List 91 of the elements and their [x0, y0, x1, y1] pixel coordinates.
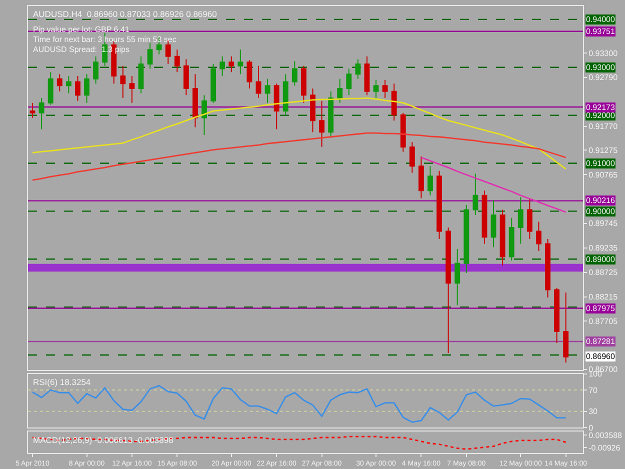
candlestick — [300, 65, 306, 104]
candlestick — [418, 156, 424, 199]
candlestick — [183, 58, 189, 96]
candlestick — [120, 65, 126, 99]
candlestick — [282, 74, 288, 116]
candlestick — [328, 90, 334, 138]
y-tick-label: 0.88215 — [588, 292, 618, 302]
chart-title: RSI(6) 18.3254 — [33, 377, 91, 387]
candlestick — [192, 74, 198, 128]
candlestick — [554, 287, 560, 344]
candlestick — [274, 83, 280, 130]
candlestick — [490, 200, 496, 248]
text: 0.86960 — [586, 352, 616, 361]
y-tick-label: 0.92790 — [588, 73, 618, 82]
candlestick — [545, 238, 550, 298]
candlestick — [526, 198, 532, 240]
y-tick-label: 0.89235 — [588, 244, 618, 253]
candlestick — [355, 58, 361, 80]
candlestick — [536, 221, 542, 252]
candlestick — [464, 204, 470, 274]
candlestick — [436, 170, 442, 240]
line-series — [420, 156, 567, 213]
candlestick — [319, 100, 324, 148]
line-series — [32, 132, 567, 181]
candlestick — [147, 42, 153, 70]
ref-line-label: 0.90000 — [586, 207, 616, 216]
chart-title: MACD(12,26,9) -0.006613 -0.003898 — [33, 435, 174, 445]
ref-line-label: 0.89000 — [586, 255, 616, 264]
candlestick — [210, 64, 216, 104]
candlestick — [409, 142, 415, 174]
y-tick-label: 0.88725 — [588, 268, 618, 278]
candlestick — [84, 74, 90, 104]
ref-line-label: 0.87975 — [586, 304, 616, 313]
ref-line-label: 0.91000 — [586, 159, 616, 168]
y-tick-label: 0.003588 — [588, 430, 623, 440]
ref-line-label: 0.92000 — [586, 111, 616, 120]
candlestick — [264, 78, 270, 104]
candlestick — [38, 98, 44, 130]
candlestick — [391, 83, 397, 122]
line-series — [32, 97, 567, 170]
candlestick — [202, 94, 207, 136]
y-tick-label: -0.00926 — [588, 443, 621, 452]
y-tick-label: 0.93300 — [588, 48, 618, 58]
y-tick-label: 0.89745 — [588, 219, 618, 228]
ref-line-label: 0.93751 — [586, 27, 616, 36]
candlestick — [446, 226, 452, 354]
candlestick — [482, 190, 488, 244]
candlestick — [337, 78, 343, 104]
ref-line-label: 0.90216 — [586, 196, 616, 205]
y-tick-label: 0 — [588, 423, 594, 432]
y-tick-label: 0.91770 — [588, 122, 618, 132]
candlestick — [500, 209, 506, 266]
candlestick — [75, 75, 80, 102]
candlestick — [472, 173, 478, 216]
candlestick — [129, 75, 135, 104]
line-series — [32, 436, 567, 450]
ref-line-label: 0.87281 — [586, 337, 616, 346]
candlestick — [310, 88, 316, 133]
y-tick-label: 0.87705 — [588, 317, 618, 326]
candlestick — [364, 56, 370, 96]
candlestick — [428, 166, 433, 196]
candlestick — [246, 60, 252, 89]
candlestick — [228, 56, 234, 73]
chart-title: AUDUSD,H4 0.86960 0.87033 0.86926 0.86960 — [33, 9, 218, 19]
candlestick — [238, 49, 244, 75]
candlestick — [48, 72, 54, 106]
candlestick — [56, 74, 62, 92]
candlestick — [382, 79, 388, 99]
candlestick — [346, 68, 352, 96]
ref-line-label: 0.94000 — [586, 15, 616, 24]
candlestick — [292, 60, 298, 86]
ref-line-label: 0.92173 — [586, 103, 616, 112]
y-tick-label: 30 — [588, 407, 598, 416]
candlestick — [373, 79, 379, 100]
candlestick — [220, 56, 226, 76]
ref-line-label: 0.93000 — [586, 63, 616, 72]
y-tick-label: 0.91275 — [588, 146, 618, 155]
candlestick — [66, 75, 72, 94]
candlestick — [508, 217, 514, 262]
candlestick — [174, 49, 180, 73]
candlestick — [111, 40, 117, 84]
candlestick — [400, 112, 406, 152]
candlestick — [256, 65, 262, 99]
y-tick-label: 70 — [588, 386, 598, 395]
y-tick-label: 0.90765 — [588, 170, 618, 180]
candlestick — [563, 292, 569, 364]
candlestick — [30, 102, 36, 118]
candlestick — [454, 248, 460, 306]
candlestick — [93, 56, 99, 84]
candlestick — [518, 196, 524, 244]
candlestick — [138, 56, 144, 94]
